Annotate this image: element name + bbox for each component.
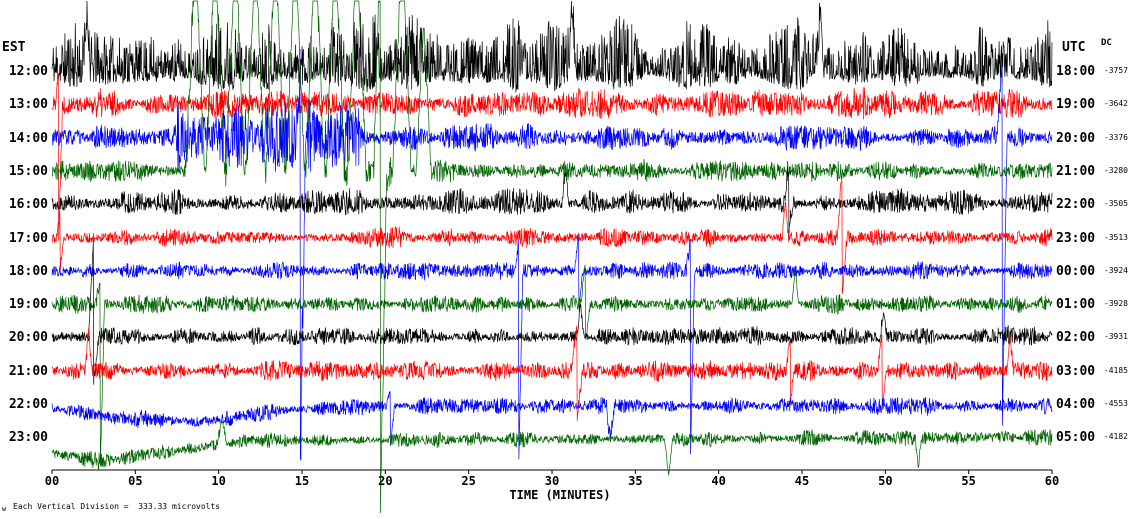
dc-value: -4553 xyxy=(1103,399,1128,408)
dc-column-header: DC xyxy=(1101,38,1112,48)
left-hour-label: 16:00 xyxy=(8,197,48,213)
dc-value: -3924 xyxy=(1103,265,1128,275)
x-tick-label: 20 xyxy=(378,474,393,488)
trace-1900 xyxy=(51,264,1053,467)
corner-glyph: w xyxy=(2,505,7,513)
right-hour-label: 03:00 xyxy=(1056,363,1096,379)
dc-value: -3505 xyxy=(1103,199,1128,209)
trace-1200 xyxy=(51,0,1053,93)
right-hour-label: 01:00 xyxy=(1056,297,1096,313)
trace-2000 xyxy=(51,240,1053,385)
left-hour-label: 18:00 xyxy=(8,263,48,279)
dc-value: -3928 xyxy=(1103,299,1128,309)
right-hour-label: 05:00 xyxy=(1056,430,1096,446)
right-hour-label: 18:00 xyxy=(1056,64,1096,79)
left-hour-label: 21:00 xyxy=(8,363,48,379)
trace-2200 xyxy=(51,391,1053,446)
right-axis-header: UTC xyxy=(1062,40,1086,55)
right-hour-label: 19:00 xyxy=(1056,97,1096,113)
trace-2300 xyxy=(51,420,1053,476)
dc-value: -3642 xyxy=(1103,99,1128,109)
dc-value: -3376 xyxy=(1103,132,1128,142)
dc-value: -3513 xyxy=(1103,232,1128,242)
dc-value: -4185 xyxy=(1103,365,1128,375)
right-hour-label: 02:00 xyxy=(1056,330,1096,346)
trace-1400 xyxy=(51,48,1053,461)
dc-value: -3931 xyxy=(1103,332,1128,342)
x-tick-label: 60 xyxy=(1044,474,1060,488)
trace-1300 xyxy=(51,72,1053,241)
left-hour-label: 14:00 xyxy=(8,130,48,146)
x-tick-label: 05 xyxy=(128,474,143,488)
trace-1600 xyxy=(51,161,1053,234)
dc-value: -3757 xyxy=(1103,66,1128,75)
x-axis-label: TIME (MINUTES) xyxy=(509,488,611,502)
x-tick-label: 50 xyxy=(878,474,893,488)
right-hour-label: 04:00 xyxy=(1056,397,1096,412)
x-tick-label: 45 xyxy=(794,474,810,488)
trace-1800 xyxy=(51,236,1053,460)
left-hour-label: 19:00 xyxy=(8,297,48,313)
x-tick-label: 35 xyxy=(628,474,643,488)
x-tick-label: 25 xyxy=(461,474,476,488)
left-hour-label: 23:00 xyxy=(8,430,48,446)
left-hour-label: 22:00 xyxy=(8,397,48,412)
dc-value: -3280 xyxy=(1103,165,1128,175)
right-hour-label: 20:00 xyxy=(1056,130,1096,146)
x-tick-label: 10 xyxy=(211,474,226,488)
x-tick-label: 15 xyxy=(294,474,310,488)
left-hour-label: 12:00 xyxy=(8,64,48,79)
right-hour-label: 00:00 xyxy=(1056,263,1096,279)
trace-2100 xyxy=(51,325,1053,421)
left-axis-header: EST xyxy=(2,40,26,55)
x-tick-label: 55 xyxy=(961,474,976,488)
x-tick-label: 30 xyxy=(544,474,560,488)
x-tick-label: 40 xyxy=(711,474,726,488)
left-hour-label: 20:00 xyxy=(8,330,48,346)
x-tick-label: 00 xyxy=(44,474,60,488)
right-hour-label: 21:00 xyxy=(1056,163,1096,179)
left-hour-label: 15:00 xyxy=(8,163,48,179)
left-hour-label: 17:00 xyxy=(8,230,48,246)
right-hour-label: 22:00 xyxy=(1056,197,1096,213)
right-hour-label: 23:00 xyxy=(1056,230,1096,246)
left-hour-label: 13:00 xyxy=(8,97,48,113)
trace-1700 xyxy=(51,180,1053,294)
dc-value: -4182 xyxy=(1103,432,1128,442)
trace-1500 xyxy=(51,0,1053,514)
footer-scale-note: Each Vertical Division = 333.33 microvol… xyxy=(13,502,221,511)
